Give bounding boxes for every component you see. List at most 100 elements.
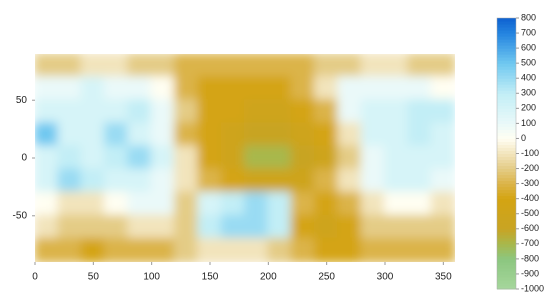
- heatmap-cell: [384, 122, 409, 147]
- heatmap-cell: [127, 215, 152, 240]
- heatmap-cell: [384, 215, 409, 240]
- colorbar-segment: [497, 235, 516, 239]
- heatmap-cell: [361, 76, 386, 101]
- heatmap-cell: [104, 53, 129, 78]
- colorbar-segment: [497, 42, 516, 46]
- heatmap-cell: [267, 99, 292, 124]
- heatmap-cell: [34, 145, 59, 170]
- heatmap-cell: [127, 169, 152, 194]
- heatmap-cell: [244, 238, 269, 263]
- colorbar-segment: [497, 96, 516, 100]
- colorbar-segment: [497, 265, 516, 269]
- x-tick-label: 50: [88, 272, 100, 283]
- heatmap-cell: [197, 122, 222, 147]
- heatmap-cell: [151, 238, 176, 263]
- colorbar-segment: [497, 247, 516, 251]
- colorbar-segment: [497, 123, 516, 127]
- heatmap-cell: [174, 169, 199, 194]
- heatmap-cell: [244, 169, 269, 194]
- colorbar-tick-label: 400: [521, 73, 536, 83]
- heatmap-cell: [314, 215, 339, 240]
- heatmap-cell: [57, 215, 82, 240]
- heatmap-cell: [221, 145, 246, 170]
- colorbar-tick-label: 300: [521, 88, 536, 98]
- heatmap-cell: [361, 53, 386, 78]
- heatmap-cell: [197, 215, 222, 240]
- colorbar-segment: [497, 229, 516, 233]
- heatmap-cell: [221, 53, 246, 78]
- heatmap-cell: [314, 99, 339, 124]
- colorbar-segment: [497, 262, 516, 266]
- colorbar-segment: [497, 220, 516, 224]
- colorbar-segment: [497, 102, 516, 106]
- heatmap-cell: [57, 99, 82, 124]
- heatmap-cell: [57, 145, 82, 170]
- colorbar-segment: [497, 120, 516, 124]
- colorbar-tick-label: -900: [521, 268, 539, 278]
- heatmap-cell: [407, 238, 432, 263]
- heatmap-cell: [267, 122, 292, 147]
- heatmap-cell: [384, 192, 409, 217]
- colorbar-tick-label: -400: [521, 193, 539, 203]
- heatmap-cell: [431, 238, 456, 263]
- heatmap-cell: [337, 99, 362, 124]
- heatmap-cell: [34, 122, 59, 147]
- colorbar-segment: [497, 172, 516, 176]
- chart: 050100150200250300350-50050-1000-900-800…: [0, 0, 545, 296]
- heatmap-cell: [221, 122, 246, 147]
- colorbar-tick-label: -200: [521, 163, 539, 173]
- colorbar-tick-label: -1000: [521, 283, 544, 293]
- heatmap-cell: [197, 169, 222, 194]
- heatmap-cell: [81, 122, 106, 147]
- heatmap-cell: [104, 215, 129, 240]
- colorbar-segment: [497, 256, 516, 260]
- heatmap-cell: [34, 192, 59, 217]
- heatmap-cell: [104, 76, 129, 101]
- heatmap-cell: [291, 169, 316, 194]
- heatmap-cell: [291, 238, 316, 263]
- heatmap-cell: [104, 122, 129, 147]
- heatmap-cell: [337, 76, 362, 101]
- heatmap-cell: [244, 192, 269, 217]
- colorbar-segment: [497, 283, 516, 287]
- heatmap-cell: [174, 145, 199, 170]
- heatmap-cell: [314, 76, 339, 101]
- heatmap-cell: [407, 99, 432, 124]
- heatmap-cell: [337, 53, 362, 78]
- heatmap-cell: [104, 99, 129, 124]
- heatmap-cell: [314, 53, 339, 78]
- heatmap-cell: [267, 192, 292, 217]
- colorbar-segment: [497, 259, 516, 263]
- heatmap-cell: [81, 76, 106, 101]
- heatmap-cell: [314, 192, 339, 217]
- colorbar-segment: [497, 211, 516, 215]
- colorbar-segment: [497, 93, 516, 97]
- y-tick-label: -50: [13, 210, 28, 221]
- heatmap-cell: [34, 238, 59, 263]
- colorbar-tick-label: 500: [521, 58, 536, 68]
- colorbar-segment: [497, 147, 516, 151]
- colorbar-segment: [497, 84, 516, 88]
- heatmap-cell: [431, 122, 456, 147]
- heatmap-cell: [431, 53, 456, 78]
- colorbar-segment: [497, 81, 516, 85]
- colorbar-tick-label: 600: [521, 42, 536, 52]
- colorbar-tick-label: -600: [521, 223, 539, 233]
- heatmap-cell: [361, 99, 386, 124]
- heatmap-cell: [174, 99, 199, 124]
- colorbar-segment: [497, 114, 516, 118]
- heatmap-cell: [314, 238, 339, 263]
- heatmap-cell: [314, 145, 339, 170]
- heatmap-cell: [151, 192, 176, 217]
- heatmap-cell: [431, 99, 456, 124]
- heatmap-cell: [104, 169, 129, 194]
- colorbar-segment: [497, 181, 516, 185]
- heatmap-cell: [291, 145, 316, 170]
- heatmap-cell: [221, 192, 246, 217]
- heatmap-cell: [174, 53, 199, 78]
- heatmap-cell: [361, 169, 386, 194]
- heatmap-cell: [431, 76, 456, 101]
- heatmap-cell: [57, 238, 82, 263]
- colorbar-tick-label: -300: [521, 178, 539, 188]
- x-tick-label: 300: [377, 272, 394, 283]
